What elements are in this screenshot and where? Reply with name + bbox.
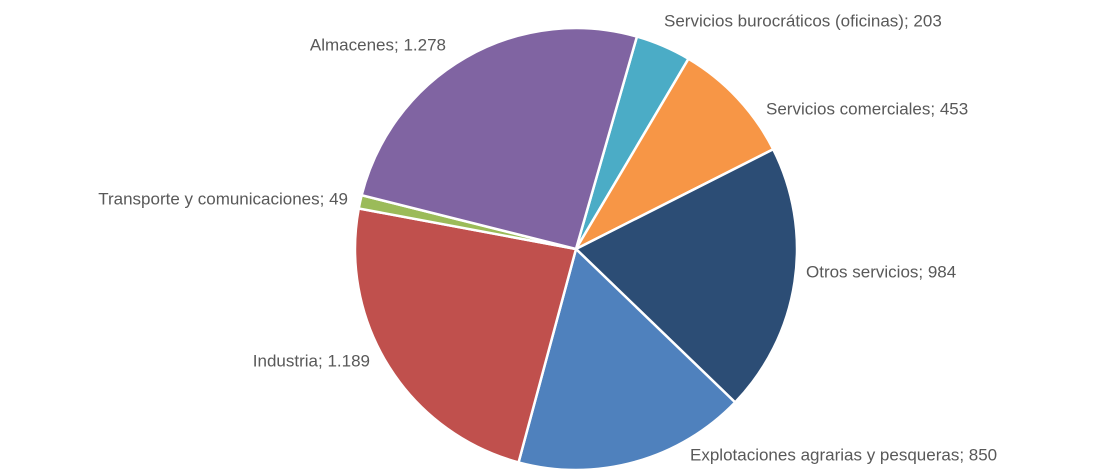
data-label: Transporte y comunicaciones; 49 — [98, 189, 348, 208]
pie-slice — [517, 246, 737, 470]
data-label: Otros servicios; 984 — [806, 262, 956, 281]
data-label: Explotaciones agrarias y pesqueras; 850 — [690, 445, 997, 464]
data-label: Servicios comerciales; 453 — [766, 99, 968, 118]
data-label: Industria; 1.189 — [253, 351, 370, 370]
pie-slice — [360, 26, 639, 251]
data-label: Almacenes; 1.278 — [310, 35, 446, 54]
pie-slice — [353, 207, 578, 464]
pie-slice — [573, 147, 799, 405]
pie-slice — [572, 57, 775, 253]
data-label: Servicios burocráticos (oficinas); 203 — [664, 11, 942, 30]
